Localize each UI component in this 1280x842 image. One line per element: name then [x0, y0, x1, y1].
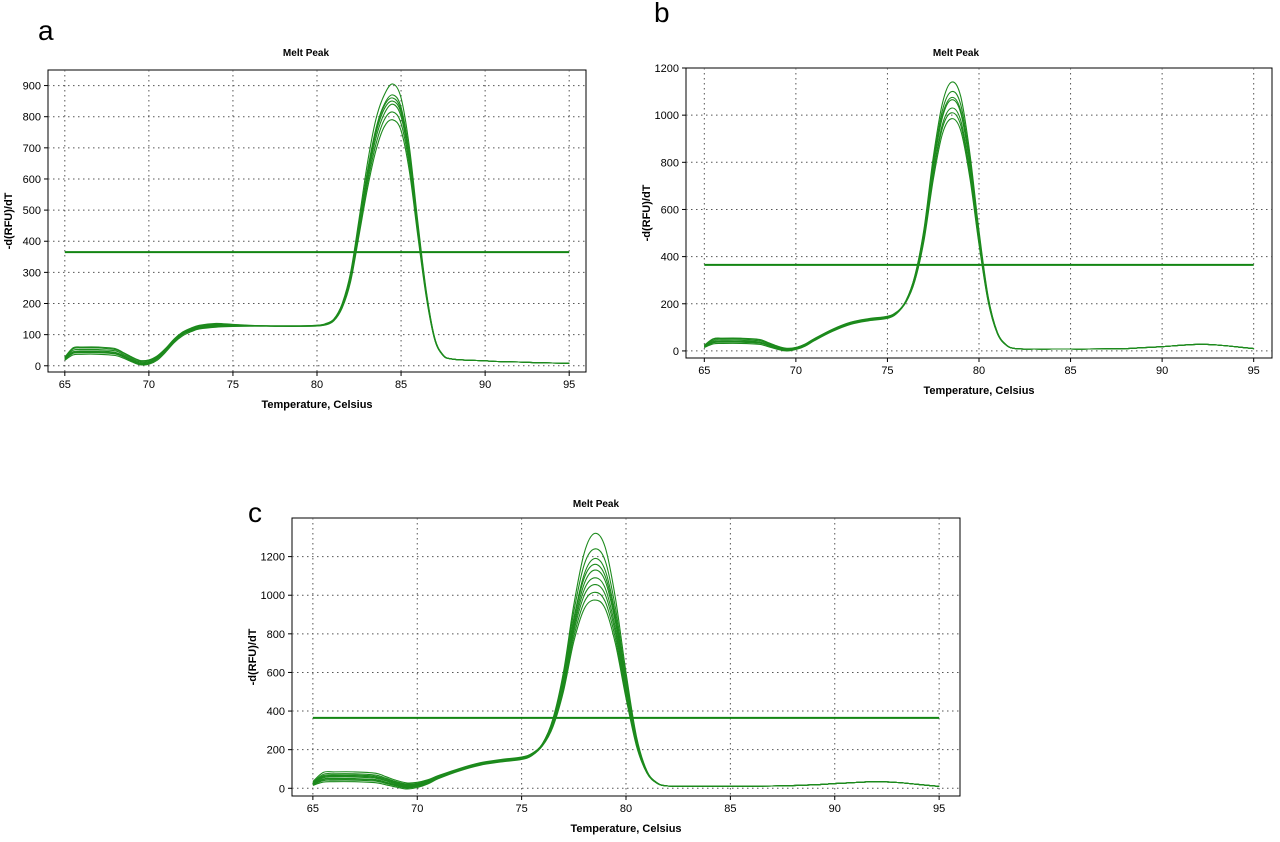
y-tick-label: 700 [23, 143, 41, 155]
y-tick-label: 300 [23, 267, 41, 279]
x-tick-label: 65 [59, 379, 71, 391]
x-axis-title: Temperature, Celsius [923, 385, 1034, 397]
x-tick-label: 75 [881, 365, 893, 377]
y-tick-label: 200 [267, 745, 285, 757]
x-tick-label: 80 [973, 365, 985, 377]
y-tick-label: 400 [23, 236, 41, 248]
x-tick-label: 85 [724, 803, 736, 815]
x-tick-label: 85 [395, 379, 407, 391]
x-tick-label: 95 [1248, 365, 1260, 377]
x-tick-label: 90 [829, 803, 841, 815]
melt-curve [64, 100, 570, 365]
y-tick-label: 500 [23, 205, 41, 217]
x-tick-label: 90 [479, 379, 491, 391]
y-tick-label: 0 [35, 361, 41, 373]
y-tick-label: 1000 [655, 110, 679, 122]
melt-curve [312, 599, 940, 788]
y-tick-label: 1200 [655, 63, 679, 75]
panel-letter: c [248, 497, 262, 528]
y-tick-label: 400 [661, 252, 679, 264]
x-tick-label: 75 [227, 379, 239, 391]
x-tick-label: 65 [307, 803, 319, 815]
y-tick-label: 200 [661, 299, 679, 311]
y-tick-label: 600 [23, 174, 41, 186]
y-tick-label: 1000 [261, 590, 285, 602]
melt-curve [704, 112, 1254, 352]
y-tick-label: 0 [673, 346, 679, 358]
x-tick-label: 85 [1064, 365, 1076, 377]
y-tick-label: 600 [267, 667, 285, 679]
y-tick-label: 400 [267, 706, 285, 718]
chart-title: Melt Peak [283, 48, 330, 59]
y-tick-label: 200 [23, 299, 41, 311]
y-tick-label: 0 [279, 783, 285, 795]
chart-title: Melt Peak [933, 48, 980, 59]
x-tick-label: 70 [411, 803, 423, 815]
y-tick-label: 800 [661, 157, 679, 169]
x-tick-label: 70 [790, 365, 802, 377]
y-axis-title: -d(RFU)/dT [247, 628, 259, 685]
y-tick-label: 100 [23, 330, 41, 342]
x-tick-label: 65 [698, 365, 710, 377]
x-tick-label: 70 [143, 379, 155, 391]
x-axis-title: Temperature, Celsius [261, 399, 372, 411]
x-tick-label: 80 [620, 803, 632, 815]
y-axis-title: -d(RFU)/dT [641, 184, 653, 241]
panel-letter: b [654, 0, 670, 28]
y-tick-label: 1200 [261, 552, 285, 564]
x-tick-label: 80 [311, 379, 323, 391]
y-tick-label: 900 [23, 81, 41, 93]
chart-title: Melt Peak [573, 499, 620, 510]
chart-panel-c: c Melt Peak 65 70 75 80 85 90 95 0 200 400 600 800 100… [247, 497, 961, 835]
x-axis-title: Temperature, Celsius [570, 823, 681, 835]
panel-letter: a [38, 15, 54, 46]
x-tick-label: 95 [933, 803, 945, 815]
y-axis-title: -d(RFU)/dT [3, 192, 15, 249]
chart-panel-b: b Melt Peak 65 70 75 80 85 90 95 0 200 400 600 800 100… [641, 0, 1273, 397]
y-tick-label: 800 [267, 629, 285, 641]
y-tick-label: 800 [23, 112, 41, 124]
y-tick-label: 600 [661, 204, 679, 216]
x-tick-label: 90 [1156, 365, 1168, 377]
chart-panel-a: a Melt Peak 65 70 75 80 85 90 95 0 100 200 300 400 500… [3, 15, 587, 411]
x-tick-label: 75 [516, 803, 528, 815]
x-tick-label: 95 [563, 379, 575, 391]
